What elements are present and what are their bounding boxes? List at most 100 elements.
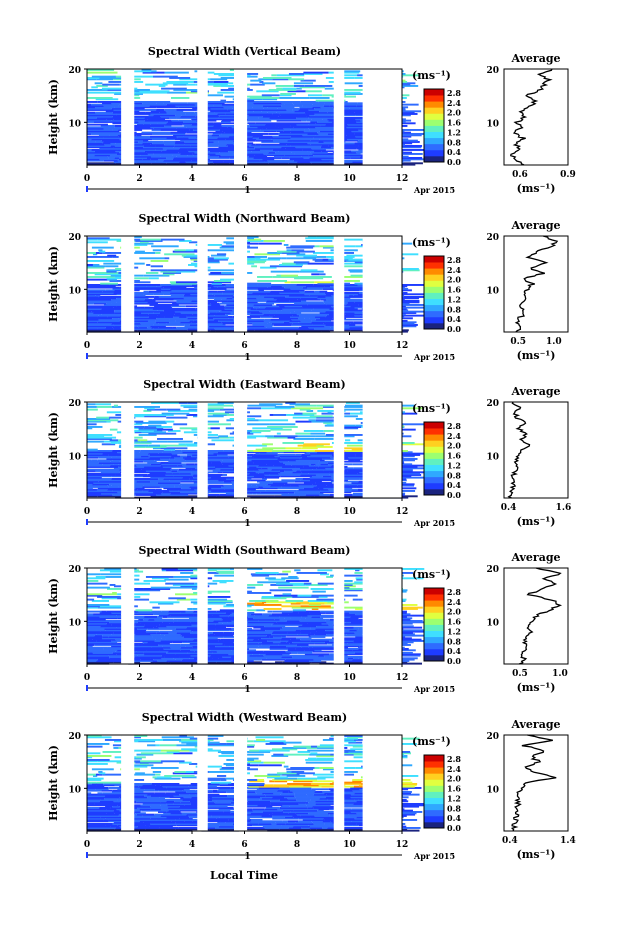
heatmap-cell	[283, 130, 304, 133]
heatmap-cell	[165, 638, 194, 641]
heatmap-cell	[280, 805, 290, 808]
heatmap-cell	[186, 444, 202, 447]
date-label: Apr 2015	[413, 352, 455, 362]
heatmap-cell	[147, 793, 180, 796]
heatmap-cell	[135, 761, 163, 764]
colorbar-segment	[424, 298, 444, 306]
heatmap-cell	[87, 819, 104, 821]
heatmap-cell	[192, 812, 198, 815]
heatmap-cell	[156, 285, 162, 288]
heatmap-cell	[186, 743, 208, 745]
heatmap-cell	[121, 735, 148, 737]
heatmap-cell	[286, 641, 293, 644]
heatmap-cell	[272, 482, 288, 484]
heatmap-cell	[197, 480, 219, 483]
heatmap-cell	[139, 257, 165, 260]
heatmap-cell	[137, 329, 167, 332]
heatmap-cell	[318, 487, 324, 490]
heatmap-cell	[303, 292, 325, 294]
heatmap-cell	[87, 470, 96, 472]
heatmap-cell	[273, 784, 288, 787]
heatmap-cell	[252, 106, 268, 109]
heatmap-cell	[273, 792, 282, 795]
heatmap-cell	[87, 256, 113, 258]
heatmap-cell	[211, 284, 226, 286]
heatmap-cell	[252, 809, 283, 812]
avg-y-tick-label: 10	[486, 618, 499, 628]
heatmap-cell	[298, 326, 309, 329]
heatmap-cell	[87, 129, 113, 131]
heatmap-cell	[281, 577, 299, 580]
heatmap-cell	[291, 93, 296, 95]
heatmap-cell	[315, 122, 341, 125]
x-tick-label: 8	[294, 840, 300, 850]
heatmap-cell	[87, 77, 100, 79]
heatmap-cell	[177, 470, 200, 472]
heatmap-cell	[292, 656, 325, 658]
heatmap-cell	[156, 428, 173, 431]
heatmap-cell	[351, 490, 365, 492]
heatmap-cell	[293, 780, 313, 783]
heatmap-cell	[151, 402, 179, 404]
heatmap-cell	[292, 109, 299, 111]
heatmap-cell	[87, 317, 113, 320]
heatmap-cell	[167, 269, 175, 272]
heatmap-cell	[389, 325, 417, 328]
heatmap-cell	[137, 570, 144, 573]
heatmap-cell	[334, 823, 357, 825]
heatmap-cell	[123, 109, 157, 111]
heatmap-cell	[262, 478, 267, 480]
heatmap-cell	[344, 475, 369, 478]
heatmap-cell	[256, 656, 274, 658]
heatmap-cell	[285, 463, 311, 466]
heatmap-cell	[205, 660, 232, 662]
heatmap-cell	[286, 414, 315, 416]
heatmap-cell	[251, 574, 270, 577]
heatmap-cell	[290, 145, 322, 147]
heatmap-cell	[291, 407, 324, 410]
colorbar-tick-label: 2.0	[447, 108, 461, 118]
colorbar-segment	[424, 149, 444, 157]
heatmap-cell	[338, 93, 368, 95]
heatmap-cell	[314, 649, 322, 652]
heatmap-cell	[87, 131, 114, 134]
heatmap-cell	[267, 286, 285, 289]
heatmap-cell	[201, 809, 231, 812]
heatmap-cell	[319, 138, 336, 141]
heatmap-cell	[104, 797, 123, 800]
heatmap-cell	[159, 292, 171, 294]
heatmap-cell	[281, 262, 296, 265]
heatmap-cell	[297, 751, 311, 753]
heatmap-cell	[312, 258, 323, 261]
heatmap-cell	[144, 624, 160, 626]
heatmap-cell	[344, 406, 366, 408]
heatmap-cell	[305, 584, 311, 586]
heatmap-cell	[151, 467, 172, 470]
heatmap-cell	[171, 787, 198, 789]
heatmap-cell	[150, 113, 176, 115]
heatmap-cell	[266, 301, 292, 304]
heatmap-cell	[323, 105, 330, 107]
heatmap-cell	[286, 775, 306, 777]
heatmap-cell	[95, 106, 115, 109]
heatmap-cell	[311, 273, 320, 276]
heatmap-cell	[288, 162, 312, 165]
heatmap-cell	[214, 318, 234, 321]
heatmap-cell	[210, 78, 228, 81]
heatmap-cell	[160, 462, 182, 464]
heatmap-cell	[291, 151, 311, 154]
heatmap-cell	[309, 161, 330, 163]
heatmap-cell	[324, 792, 343, 795]
heatmap-cell	[300, 815, 315, 817]
heatmap-cell	[87, 630, 101, 633]
heatmap-cell	[394, 134, 422, 137]
heatmap-cell	[268, 578, 286, 581]
heatmap-cell	[114, 793, 123, 796]
heatmap-cell	[215, 467, 234, 470]
heatmap-cell	[298, 113, 306, 115]
heatmap-cell	[133, 797, 165, 800]
heatmap-cell	[210, 329, 241, 332]
heatmap-cell	[275, 125, 283, 127]
colorbar-tick-label: 2.4	[447, 431, 461, 441]
heatmap-cell	[204, 626, 227, 629]
